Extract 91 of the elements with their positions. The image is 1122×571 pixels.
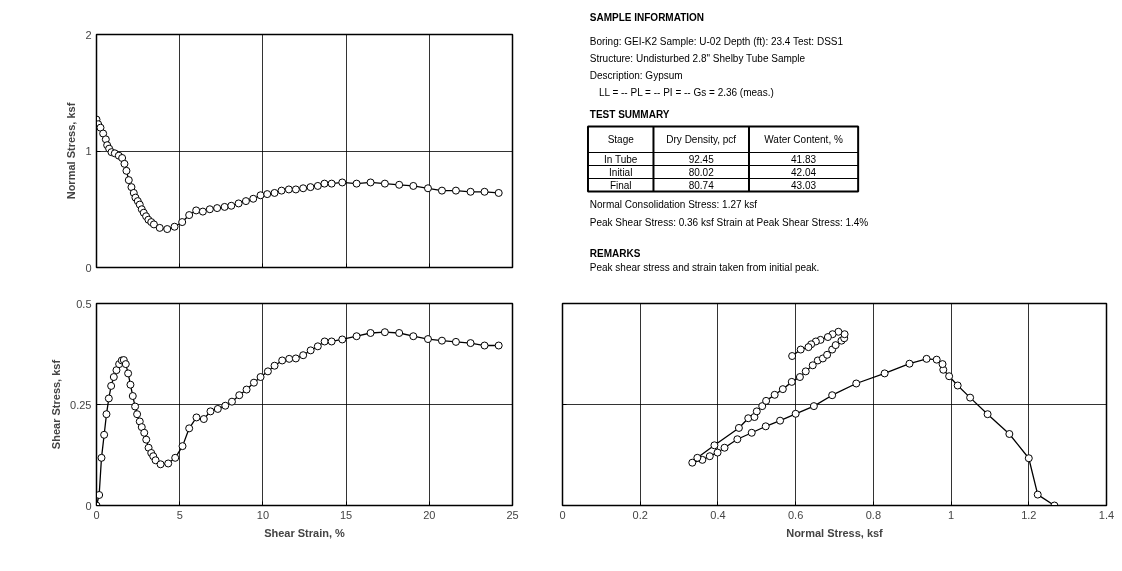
point bbox=[688, 458, 697, 467]
point bbox=[744, 414, 753, 423]
point bbox=[762, 396, 771, 405]
y-tick-label: 0.25 bbox=[70, 398, 92, 411]
point bbox=[796, 345, 805, 354]
category-label: In Tube bbox=[603, 153, 638, 165]
category-label: Stage bbox=[607, 134, 635, 145]
point bbox=[770, 390, 779, 399]
x-tick-label: 0.2 bbox=[632, 508, 648, 521]
x-tick-label: 5 bbox=[176, 508, 183, 521]
x-tick-label: 0 bbox=[93, 508, 100, 521]
text: Structure: Undisturbed 2.8" Shelby Tube Sample bbox=[589, 53, 806, 64]
text: 41.83 bbox=[791, 154, 817, 165]
point bbox=[734, 423, 743, 432]
x-tick-label: 20 bbox=[423, 508, 436, 521]
text: 80.74 bbox=[688, 180, 714, 191]
y-tick-label: 0.5 bbox=[76, 297, 92, 310]
x-tick-label: 10 bbox=[256, 508, 270, 521]
point bbox=[922, 354, 931, 363]
point bbox=[823, 333, 832, 342]
x-tick-label: 25 bbox=[506, 508, 519, 521]
point bbox=[983, 410, 992, 419]
category-label: Final bbox=[609, 179, 632, 191]
text: 43.03 bbox=[791, 180, 817, 191]
point bbox=[880, 369, 889, 378]
category-label: Dry Density, pcf bbox=[666, 134, 737, 145]
point bbox=[938, 360, 947, 369]
point bbox=[761, 422, 770, 431]
y-tick-label: 0 bbox=[85, 261, 92, 274]
point bbox=[747, 428, 756, 437]
point bbox=[758, 402, 767, 411]
point bbox=[1033, 490, 1042, 499]
category-label: Water Content, % bbox=[764, 134, 843, 145]
text: TEST SUMMARY bbox=[589, 109, 670, 120]
x-tick-label: 0.4 bbox=[710, 508, 726, 521]
x-tick-label: 0.6 bbox=[788, 508, 804, 521]
point bbox=[713, 448, 722, 457]
point bbox=[1024, 454, 1033, 463]
text: SAMPLE INFORMATION bbox=[589, 12, 705, 23]
point bbox=[905, 359, 914, 368]
text: Boring: GEI-K2 Sample: U-02 Depth (ft): 23.4 Test: DSS1 bbox=[589, 36, 844, 47]
point bbox=[809, 402, 818, 411]
x-tick-label: 1.4 bbox=[1098, 508, 1115, 521]
text: 42.04 bbox=[791, 167, 817, 178]
point bbox=[710, 441, 719, 450]
y-tick-label: 1 bbox=[85, 145, 92, 157]
x-tick-label: 1.2 bbox=[1021, 508, 1037, 521]
text: 80.02 bbox=[688, 167, 714, 178]
point bbox=[788, 352, 797, 361]
text: Description: Gypsum bbox=[589, 70, 683, 81]
point bbox=[733, 435, 742, 444]
x-axis-title: Shear Strain, % bbox=[264, 526, 346, 539]
x-tick-label: 15 bbox=[339, 508, 353, 521]
text: Peak shear stress and strain taken from initial peak. bbox=[589, 262, 820, 273]
point bbox=[1005, 430, 1014, 438]
text: 92.45 bbox=[688, 154, 714, 165]
point bbox=[750, 413, 759, 422]
point bbox=[705, 452, 714, 461]
x-tick-label: 0 bbox=[559, 508, 566, 521]
point bbox=[953, 381, 962, 390]
point bbox=[795, 373, 804, 382]
point bbox=[840, 330, 849, 339]
point bbox=[945, 372, 954, 381]
x-axis-title: Normal Stress, ksf bbox=[786, 526, 884, 539]
x-tick-label: 0.8 bbox=[865, 508, 882, 521]
point bbox=[693, 453, 702, 462]
point bbox=[852, 379, 861, 388]
text: LL = -- PL = -- PI = -- Gs = 2.36 (meas.) bbox=[598, 87, 774, 98]
text: REMARKS bbox=[589, 248, 641, 259]
point bbox=[791, 409, 800, 418]
point bbox=[720, 443, 729, 452]
point bbox=[801, 367, 810, 376]
y-axis-title: Normal Stress, ksf bbox=[65, 102, 78, 200]
point bbox=[932, 355, 941, 364]
y-axis-title: Shear Stress, ksf bbox=[50, 359, 63, 450]
point bbox=[752, 407, 761, 416]
point bbox=[834, 327, 843, 336]
y-tick-label: 0 bbox=[85, 499, 92, 512]
point bbox=[831, 341, 840, 350]
x-tick-label: 1 bbox=[948, 508, 955, 521]
point bbox=[787, 377, 796, 386]
point bbox=[808, 361, 817, 370]
point bbox=[823, 350, 832, 359]
point bbox=[778, 385, 787, 394]
point bbox=[966, 393, 975, 402]
point bbox=[776, 416, 785, 425]
point bbox=[828, 391, 837, 400]
category-label: Initial bbox=[609, 166, 633, 178]
y-tick-label: 2 bbox=[85, 28, 92, 41]
text: Peak Shear Stress: 0.36 ksf Strain at Peak Shear Stress: 1.4% bbox=[589, 217, 869, 228]
text: Normal Consolidation Stress: 1.27 ksf bbox=[589, 199, 758, 210]
